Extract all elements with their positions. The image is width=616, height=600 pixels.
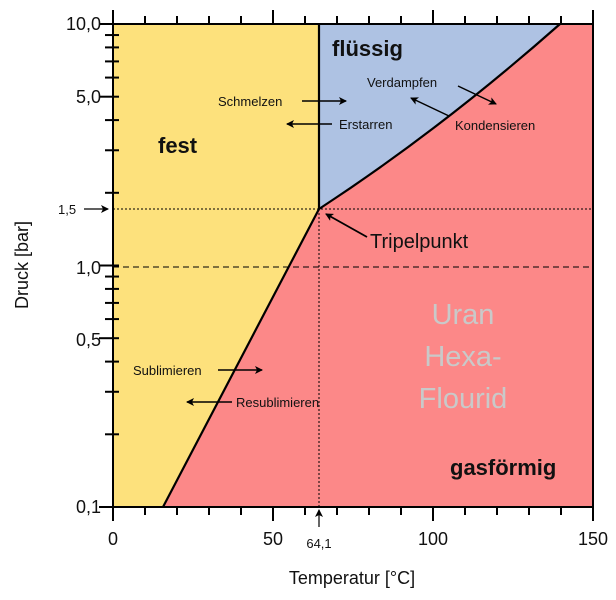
region-gas	[163, 24, 593, 507]
substance-label: Uran	[432, 299, 495, 331]
annotation-schmelzen: Schmelzen	[218, 94, 282, 109]
phase-label-liquid: flüssig	[332, 36, 403, 61]
x-tick-label: 100	[418, 529, 448, 549]
triple-point-pressure-label: 1,5	[58, 202, 76, 217]
annotation-resublimieren: Resublimieren	[236, 395, 319, 410]
x-axis-title: Temperatur [°C]	[289, 568, 415, 588]
triple-point-label: Tripelpunkt	[370, 231, 469, 253]
phase-label-gas: gasförmig	[450, 455, 556, 480]
arrow-icon	[410, 97, 450, 117]
y-tick-label: 0,1	[76, 497, 101, 517]
x-tick-label: 0	[108, 529, 118, 549]
annotation-erstarren: Erstarren	[339, 117, 392, 132]
x-tick-label: 150	[578, 529, 608, 549]
region-liquid	[319, 24, 560, 209]
y-tick-label: 1,0	[76, 258, 101, 278]
y-tick-label: 10,0	[66, 14, 101, 34]
sublimation-curve	[162, 208, 320, 508]
y-tick-label: 5,0	[76, 87, 101, 107]
x-tick-label: 50	[263, 529, 283, 549]
phase-label-solid: fest	[158, 133, 198, 158]
arrow-icon	[325, 213, 368, 238]
annotation-verdampfen: Verdampfen	[367, 75, 437, 90]
y-axis-title: Druck [bar]	[12, 221, 32, 309]
axis-ticks	[99, 10, 594, 521]
y-tick-label: 0,5	[76, 330, 101, 350]
substance-label: Hexa-	[424, 341, 501, 373]
arrow-icon	[457, 85, 497, 105]
annotation-sublimieren: Sublimieren	[133, 363, 202, 378]
annotation-kondensieren: Kondensieren	[455, 118, 535, 133]
triple-point-temperature-label: 64,1	[306, 536, 331, 551]
vaporization-curve	[318, 23, 561, 210]
substance-label: Flourid	[419, 383, 508, 415]
